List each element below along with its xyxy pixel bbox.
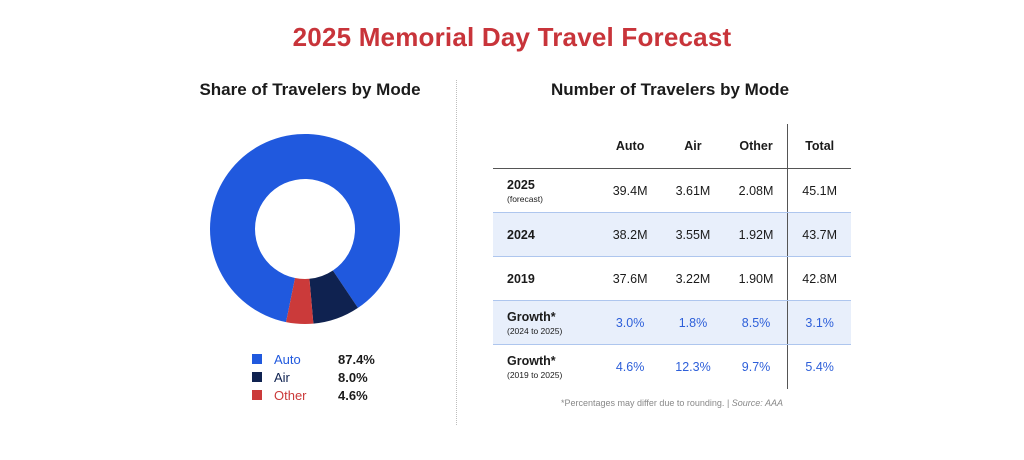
row-label-main: 2024 [507, 227, 535, 242]
row-label: 2025 (forecast) [493, 168, 599, 213]
donut-chart [210, 134, 400, 324]
cell-other: 1.90M [724, 256, 788, 301]
header-total: Total [787, 124, 851, 169]
row-label-main: 2019 [507, 271, 535, 286]
donut-slice-auto [210, 134, 400, 323]
row-label: Growth* (2019 to 2025) [493, 345, 599, 389]
travelers-table: Auto Air Other Total 2025 (forecast) 39.4M… [493, 124, 851, 389]
cell-auto: 37.6M [599, 256, 662, 301]
row-label-sub: (forecast) [507, 193, 543, 204]
table-row: 2019 37.6M 3.22M 1.90M 42.8M [493, 256, 851, 301]
legend-item-auto: Auto 87.4% [252, 350, 375, 368]
legend-item-other: Other 4.6% [252, 386, 375, 404]
table-row: 2025 (forecast) 39.4M 3.61M 2.08M 45.1M [493, 168, 851, 213]
header-auto: Auto [599, 124, 662, 169]
row-label-main: Growth* [507, 309, 556, 324]
row-label-sub: (2024 to 2025) [507, 325, 563, 336]
cell-air: 3.22M [661, 256, 725, 301]
cell-auto: 3.0% [599, 300, 662, 345]
donut-slice-air [309, 270, 358, 324]
legend-value-other: 4.6% [338, 387, 368, 403]
cell-total: 5.4% [787, 344, 851, 389]
donut-chart-title: Share of Travelers by Mode [199, 80, 421, 99]
legend-swatch-auto [252, 354, 262, 364]
row-label: Growth* (2024 to 2025) [493, 300, 599, 345]
legend-label-other: Other [274, 387, 307, 403]
cell-total: 42.8M [787, 256, 851, 301]
legend-label-air: Air [274, 369, 290, 385]
cell-other: 9.7% [741, 359, 771, 374]
cell-auto: 38.2M [599, 212, 662, 257]
row-label-main: Growth* [507, 353, 556, 368]
footnote: *Percentages may differ due to rounding.… [493, 398, 851, 408]
cell-other: 2.08M [724, 168, 788, 213]
cell-auto: 4.6% [615, 359, 645, 374]
row-label: 2019 [493, 256, 599, 301]
header-air: Air [661, 124, 725, 169]
cell-air: 1.8% [661, 300, 725, 345]
row-label-sub: (2019 to 2025) [507, 369, 563, 380]
legend-item-air: Air 8.0% [252, 368, 375, 386]
section-divider [456, 80, 457, 425]
table-row: Growth* (2019 to 2025) 4.6% 12.3% 9.7% 5.4% [493, 344, 851, 389]
donut-legend: Auto 87.4% Air 8.0% Other 4.6% [252, 350, 375, 404]
legend-swatch-air [252, 372, 262, 382]
table-header-row: Auto Air Other Total [493, 124, 851, 169]
cell-auto: 39.4M [599, 168, 662, 213]
footnote-text: *Percentages may differ due to rounding.… [561, 398, 732, 408]
row-label: 2024 [493, 212, 599, 257]
cell-other: 8.5% [724, 300, 788, 345]
row-label-main: 2025 [507, 177, 535, 192]
legend-value-auto: 87.4% [338, 351, 375, 367]
cell-total: 45.1M [787, 168, 851, 213]
cell-total: 3.1% [787, 300, 851, 345]
legend-swatch-other [252, 390, 262, 400]
donut-slice-other [286, 277, 314, 324]
cell-air: 12.3% [675, 359, 711, 374]
cell-air: 3.61M [661, 168, 725, 213]
legend-value-air: 8.0% [338, 369, 368, 385]
header-other: Other [724, 124, 788, 169]
table-title: Number of Travelers by Mode [550, 80, 790, 99]
legend-label-auto: Auto [274, 351, 301, 367]
table-row: 2024 38.2M 3.55M 1.92M 43.7M [493, 212, 851, 257]
cell-other: 1.92M [724, 212, 788, 257]
main-title: 2025 Memorial Day Travel Forecast [292, 22, 732, 52]
cell-air: 3.55M [661, 212, 725, 257]
table-row: Growth* (2024 to 2025) 3.0% 1.8% 8.5% 3.1% [493, 300, 851, 345]
footnote-source: Source: AAA [731, 398, 783, 408]
header-empty [493, 124, 599, 169]
cell-total: 43.7M [787, 212, 851, 257]
